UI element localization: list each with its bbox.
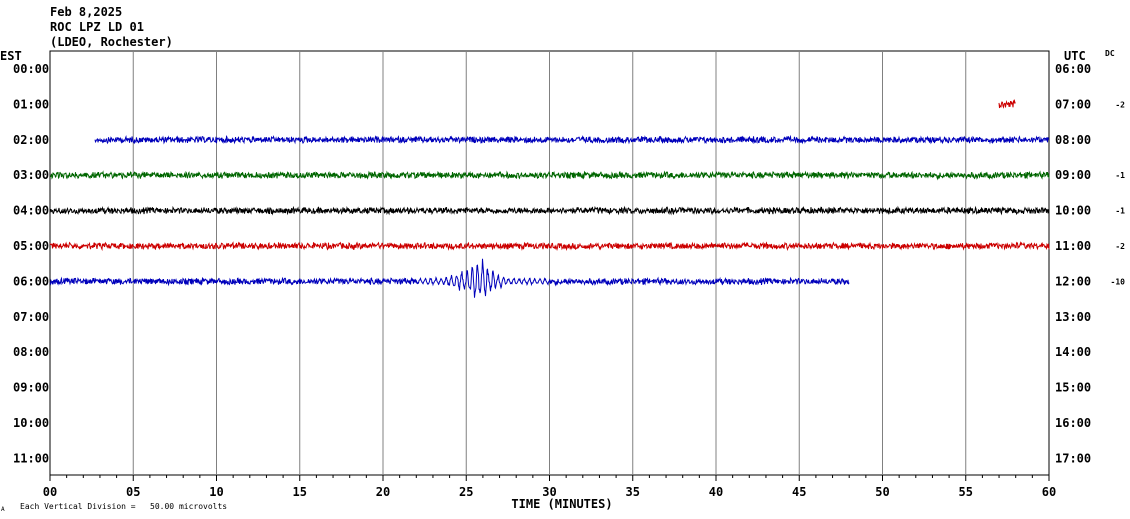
seismic-trace — [49, 205, 1050, 216]
utc-time-label: 12:00 — [1055, 274, 1091, 288]
plot-date: Feb 8,2025 — [50, 5, 122, 19]
utc-time-label: 06:00 — [1055, 62, 1091, 76]
utc-time-label: 17:00 — [1055, 451, 1091, 465]
seismic-trace — [49, 170, 1050, 181]
est-time-label: 07:00 — [13, 310, 49, 324]
seismic-trace — [49, 240, 1050, 252]
dc-offset-label: -2 — [1115, 242, 1125, 251]
utc-time-label: 14:00 — [1055, 345, 1091, 359]
x-tick-label: 50 — [875, 485, 889, 499]
seismic-traces: -2 -1 -1 -2 -10 — [49, 98, 1126, 298]
x-tick-label: 55 — [959, 485, 973, 499]
utc-axis-label: UTC — [1064, 49, 1086, 63]
seismic-trace — [49, 258, 850, 298]
dc-offset-label: -1 — [1115, 207, 1125, 216]
dc-offset-label: -10 — [1111, 277, 1126, 286]
utc-time-label: 15:00 — [1055, 381, 1091, 395]
plot-station: ROC LPZ LD 01 — [50, 20, 144, 34]
est-time-label: 00:00 — [13, 62, 49, 76]
corner-mark: A — [1, 506, 5, 513]
est-time-label: 06:00 — [13, 274, 49, 288]
x-tick-label: 00 — [43, 485, 57, 499]
est-time-label: 11:00 — [13, 451, 49, 465]
x-tick-label: 40 — [709, 485, 723, 499]
x-tick-label: 10 — [209, 485, 223, 499]
x-tick-label: 30 — [542, 485, 556, 499]
utc-time-label: 11:00 — [1055, 239, 1091, 253]
x-tick-label: 25 — [459, 485, 473, 499]
est-time-label: 08:00 — [13, 345, 49, 359]
utc-time-label: 13:00 — [1055, 310, 1091, 324]
dc-label: DC — [1105, 49, 1115, 58]
est-time-label: 03:00 — [13, 168, 49, 182]
est-time-label: 09:00 — [13, 381, 49, 395]
est-time-label: 02:00 — [13, 133, 49, 147]
dc-offset-label: -2 — [1115, 100, 1125, 109]
seismic-trace — [94, 134, 1050, 145]
utc-time-label: 09:00 — [1055, 168, 1091, 182]
grid-lines — [132, 51, 967, 475]
utc-time-label: 16:00 — [1055, 416, 1091, 430]
utc-time-label: 08:00 — [1055, 133, 1091, 147]
est-time-label: 01:00 — [13, 97, 49, 111]
x-tick-label: 45 — [792, 485, 806, 499]
x-axis: 00 05 10 15 20 25 30 35 40 45 50 55 60 — [43, 475, 1056, 499]
row-labels: 00:00 01:00 02:00 03:00 04:00 05:00 06:00 07:00… — [13, 62, 1091, 465]
utc-time-label: 10:00 — [1055, 204, 1091, 218]
est-time-label: 05:00 — [13, 239, 49, 253]
x-tick-label: 15 — [293, 485, 307, 499]
est-time-label: 10:00 — [13, 416, 49, 430]
seismic-trace — [998, 98, 1016, 109]
x-tick-label: 35 — [626, 485, 640, 499]
x-tick-label: 05 — [126, 485, 140, 499]
utc-time-label: 07:00 — [1055, 97, 1091, 111]
x-axis-title: TIME (MINUTES) — [511, 497, 612, 511]
est-axis-label: EST — [0, 49, 22, 63]
dc-offset-label: -1 — [1115, 171, 1125, 180]
scale-note: Each Vertical Division = 50.00 microvolt… — [20, 502, 227, 511]
x-tick-label: 20 — [376, 485, 390, 499]
x-tick-label: 60 — [1042, 485, 1056, 499]
est-time-label: 04:00 — [13, 204, 49, 218]
plot-network: (LDEO, Rochester) — [50, 35, 173, 49]
